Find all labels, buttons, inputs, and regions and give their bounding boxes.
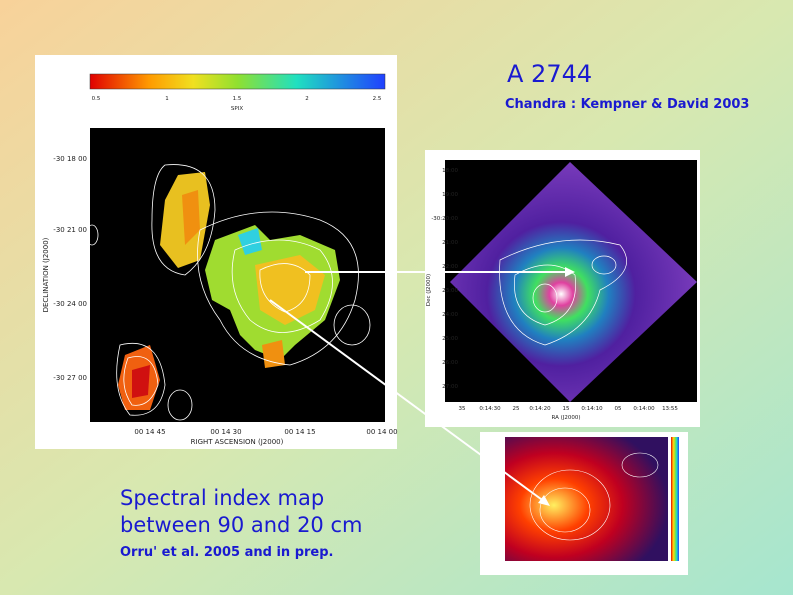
colorbar-tick: 1.5 <box>233 96 242 102</box>
y-tick-label: -30 18 00 <box>53 155 87 163</box>
y-tick-label: 22:00 <box>442 264 458 270</box>
colorbar-tick: 2 <box>305 96 309 102</box>
radio-contours <box>85 164 371 421</box>
x-tick-label: 13:55 <box>662 406 678 412</box>
xray-y-ticks: 18:00 19:00 -30:20:00 21:00 22:00 23:00 … <box>431 168 458 390</box>
y-tick-label: 23:00 <box>442 288 458 294</box>
caption-line: Spectral index map <box>120 486 324 510</box>
x-tick-label: 00 14 15 <box>284 428 315 436</box>
x-tick-label: 05 <box>615 406 622 412</box>
x-tick-label: 35 <box>459 406 466 412</box>
y-axis-label: DECLINATION (J2000) <box>42 237 50 312</box>
xray-emission <box>450 162 697 402</box>
y-tick-label: 24:00 <box>442 312 458 318</box>
y-tick-label: -30 27 00 <box>53 374 87 382</box>
x-tick-label: 0:14:00 <box>633 406 655 412</box>
x-tick-label: 15 <box>563 406 570 412</box>
xray-x-ticks: 35 0:14:30 25 0:14:20 15 0:14:10 05 0:14… <box>459 406 679 412</box>
y-tick-label: 19:00 <box>442 192 458 198</box>
colorbar-tick: 1 <box>165 96 169 102</box>
x-tick-label: 0:14:20 <box>529 406 551 412</box>
x-tick-label: 00 14 30 <box>210 428 241 436</box>
y-tick-label: 25:00 <box>442 336 458 342</box>
colorbar-label: SPIX <box>231 106 243 112</box>
x-axis-label: RIGHT ASCENSION (J2000) <box>191 438 284 446</box>
colorbar <box>89 73 386 90</box>
y-tick-label: 21:00 <box>442 240 458 246</box>
x-tick-label: 0:14:10 <box>581 406 603 412</box>
arrow <box>269 299 546 503</box>
title: A 2744 <box>507 60 592 88</box>
y-axis-label: Dec (J2000) <box>426 274 432 306</box>
xray-contours <box>499 239 628 346</box>
y-tick-label: 27:00 <box>442 384 458 390</box>
x-tick-label: 0:14:30 <box>479 406 501 412</box>
x-tick-label: 00 14 45 <box>134 428 165 436</box>
x-tick-label: 25 <box>513 406 520 412</box>
colorbar-tick: 0.5 <box>92 96 101 102</box>
caption-line: between 90 and 20 cm <box>120 513 362 537</box>
y-tick-label: -30:20:00 <box>431 216 458 222</box>
arrowhead <box>538 495 550 506</box>
heat-contours <box>529 452 659 541</box>
subtitle: Chandra : Kempner & David 2003 <box>505 97 749 112</box>
y-tick-label: -30 21 00 <box>53 226 87 234</box>
x-tick-label: 00 14 00 <box>366 428 397 436</box>
y-tick-label: -30 24 00 <box>53 300 87 308</box>
x-axis-label: RA (J2000) <box>551 415 580 421</box>
heat-colorbar <box>671 437 679 561</box>
caption-credit: Orru' et al. 2005 and in prep. <box>120 545 333 560</box>
y-tick-label: 26:00 <box>442 360 458 366</box>
y-tick-label: 18:00 <box>442 168 458 174</box>
colorbar-tick: 2.5 <box>373 96 382 102</box>
arrowhead <box>565 267 575 277</box>
